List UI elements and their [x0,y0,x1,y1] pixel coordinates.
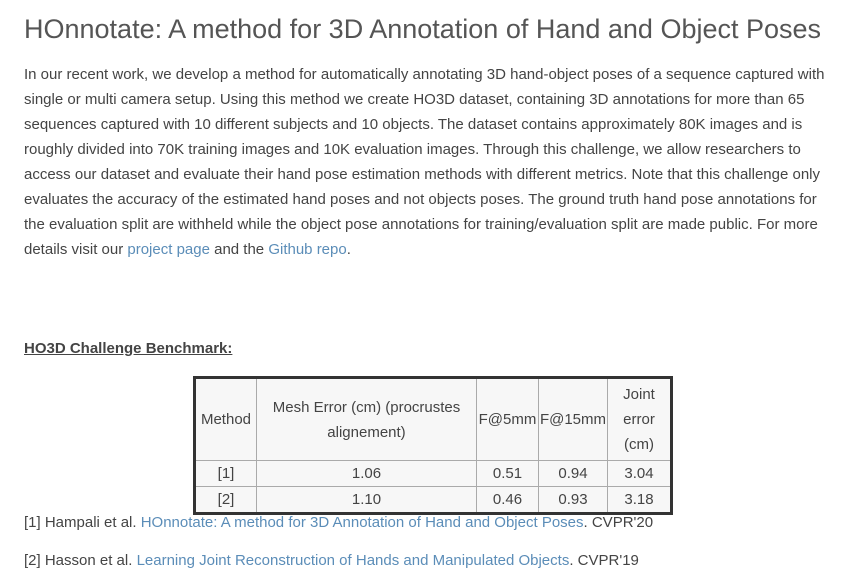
header-row: Method Mesh Error (cm) (procrustes align… [194,377,672,461]
ref-prefix: [2] Hasson et al. [24,552,137,569]
cell: 0.46 [476,486,539,514]
cell: 1.06 [256,460,477,487]
benchmark-heading: HO3D Challenge Benchmark: [24,340,233,357]
ref-link[interactable]: HOnnotate: A method for 3D Annotation of… [140,514,584,531]
header-cell: Method [194,377,257,461]
ref-link[interactable]: Learning Joint Reconstruction of Hands a… [136,552,570,569]
header-cell: Mesh Error (cm) (procrustes alignement) [256,377,477,461]
reference: [1] Hampali et al. HOnnotate: A method f… [24,514,653,531]
intro-text: In our recent work, we develop a method … [24,66,825,258]
header-cell: F@5mm [476,377,539,461]
row: [1] 1.06 0.51 0.94 3.04 [194,460,672,487]
intro-text: and the [209,241,269,258]
ref-suffix: . CVPR'20 [583,514,654,531]
project-link[interactable]: project page [127,241,210,258]
header-cell: Joint error (cm) [607,377,672,461]
cell: 0.94 [538,460,608,487]
cell: 3.04 [607,460,672,487]
ref-prefix: [1] Hampali et al. [24,514,141,531]
cell: 3.18 [607,486,672,514]
header-cell: F@15mm [538,377,608,461]
reference: [2] Hasson et al. Learning Joint Reconst… [24,552,639,569]
intro: In our recent work, we develop a method … [24,62,839,262]
row: [2] 1.10 0.46 0.93 3.18 [194,486,672,514]
benchmark-table: Method Mesh Error (cm) (procrustes align… [193,376,673,515]
cell: 1.10 [256,486,477,514]
ref-suffix: . CVPR'19 [569,552,639,569]
intro-text: . [346,241,351,258]
cell: 0.93 [538,486,608,514]
cell: 0.51 [476,460,539,487]
github-link[interactable]: Github repo [268,241,347,258]
title: HOnnotate: A method for 3D Annotation of… [24,14,822,44]
cell: [1] [194,460,257,487]
cell: [2] [194,486,257,514]
